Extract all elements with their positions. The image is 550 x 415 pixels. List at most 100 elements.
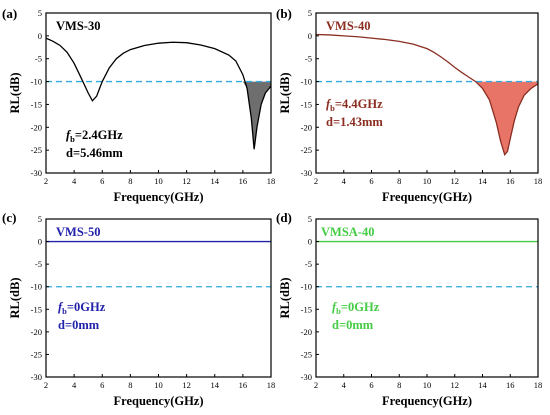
y-tick-label: -25 [301,349,312,359]
x-tick-label: 4 [342,380,347,390]
y-tick-label: -30 [31,372,42,382]
fb-value: =0GHz [67,300,106,314]
series-name-label: VMSA-40 [321,225,374,239]
x-tick-label: 10 [423,380,432,390]
x-tick-label: 8 [397,380,401,390]
y-tick-label: -15 [301,304,312,314]
absorption-fill-area [475,81,538,155]
x-axis-label: Frequency(GHz) [113,394,203,408]
series-name-label: VMS-50 [56,225,100,239]
chart-panel-1: (a) 2 4 6 8 10 12 14 16 18 5 0 -5 -10 -15 -20 -25 -30 Freq… [2,6,275,204]
x-axis-label: Frequency(GHz) [382,394,472,408]
y-tick-label: -10 [31,77,42,87]
thickness-annotation: d=0mm [58,318,100,332]
y-tick-label: -25 [31,145,42,155]
panel-label: (b) [276,6,292,21]
fb-value: =4.4GHz [335,97,383,111]
x-tick-label: 16 [506,380,515,390]
x-tick-label: 12 [182,380,191,390]
x-tick-label: 2 [314,380,318,390]
y-tick-label: -15 [31,304,42,314]
y-tick-label: 0 [308,31,312,41]
fb-subscript: b [62,306,67,316]
x-tick-label: 18 [534,176,543,186]
x-tick-label: 2 [314,176,318,186]
series-name-label: VMS-40 [326,19,370,33]
panel-label: (d) [276,210,292,225]
series-line-vms-40 [315,33,539,157]
plot-frame [315,218,539,378]
series-name-label: VMS-30 [56,19,100,33]
fb-value: =0GHz [341,300,380,314]
x-axis-label: Frequency(GHz) [382,190,472,204]
y-tick-label: -20 [301,327,312,337]
fb-subscript: b [70,134,75,144]
thickness-annotation: d=5.46mm [66,146,123,160]
y-tick-label: -5 [35,259,42,269]
fb-annotation: fb=2.4GHz [66,128,123,144]
x-tick-label: 8 [397,176,401,186]
y-tick-label: -20 [31,122,42,132]
x-tick-label: 18 [267,380,276,390]
x-axis-label: Frequency(GHz) [113,190,203,204]
x-tick-label: 12 [182,176,191,186]
x-tick-label: 6 [369,380,373,390]
y-tick-label: 5 [308,214,312,224]
x-tick-label: 12 [451,176,460,186]
x-tick-label: 6 [100,176,104,186]
y-axis-label: RL(dB) [8,73,22,114]
y-tick-label: 5 [38,214,42,224]
x-tick-label: 16 [239,176,248,186]
x-tick-label: 14 [478,176,487,186]
x-tick-label: 18 [534,380,543,390]
x-tick-label: 18 [267,176,276,186]
x-tick-label: 10 [423,176,432,186]
absorption-fill-area [242,81,271,150]
x-tick-label: 8 [128,380,132,390]
x-tick-label: 6 [100,380,104,390]
fb-symbol: f [332,300,338,314]
y-tick-label: -25 [301,145,312,155]
plot-frame [45,218,272,378]
y-tick-label: 0 [38,31,42,41]
chart-panel-2: (b) 2 4 6 8 10 12 14 16 18 5 0 -5 -10 -15 -20 -25 -30 Freq… [276,6,542,204]
x-tick-label: 10 [154,176,163,186]
y-tick-label: 5 [308,8,312,18]
y-tick-label: -10 [301,282,312,292]
x-tick-label: 12 [451,380,460,390]
fb-symbol: f [66,128,72,142]
x-tick-label: 4 [72,380,77,390]
fb-subscript: b [336,306,341,316]
fb-symbol: f [58,300,64,314]
y-tick-label: -20 [301,122,312,132]
x-tick-label: 16 [506,176,515,186]
y-tick-label: -25 [31,349,42,359]
y-tick-label: -5 [305,54,312,64]
y-tick-label: -30 [301,168,312,178]
thickness-annotation: d=1.43mm [326,115,383,129]
x-tick-label: 16 [239,380,248,390]
chart-panel-3: (c) 2 4 6 8 10 12 14 16 18 5 0 -5 -10 -15 -20 -25 -30 Freq… [2,210,275,408]
x-tick-label: 14 [211,380,220,390]
y-axis-label: RL(dB) [8,278,22,319]
y-tick-label: -20 [31,327,42,337]
y-tick-label: -10 [301,77,312,87]
y-tick-label: 5 [38,8,42,18]
y-tick-label: 0 [308,237,312,247]
y-tick-label: -15 [31,99,42,109]
series-line-vms-30 [45,37,272,150]
panel-label: (c) [2,210,16,225]
y-tick-label: -30 [31,168,42,178]
fb-subscript: b [330,103,335,113]
fb-annotation: fb=0GHz [332,300,380,316]
y-tick-label: -5 [305,259,312,269]
x-tick-label: 2 [44,380,48,390]
fb-value: =2.4GHz [75,128,123,142]
chart-panel-4: (d) 2 4 6 8 10 12 14 16 18 5 0 -5 -10 -15 -20 -25 -30 Freq… [276,210,542,408]
thickness-annotation: d=0mm [332,318,374,332]
y-axis-label: RL(dB) [278,73,292,114]
fb-annotation: fb=4.4GHz [326,97,383,113]
panel-label: (a) [2,6,17,21]
x-tick-label: 10 [154,380,163,390]
